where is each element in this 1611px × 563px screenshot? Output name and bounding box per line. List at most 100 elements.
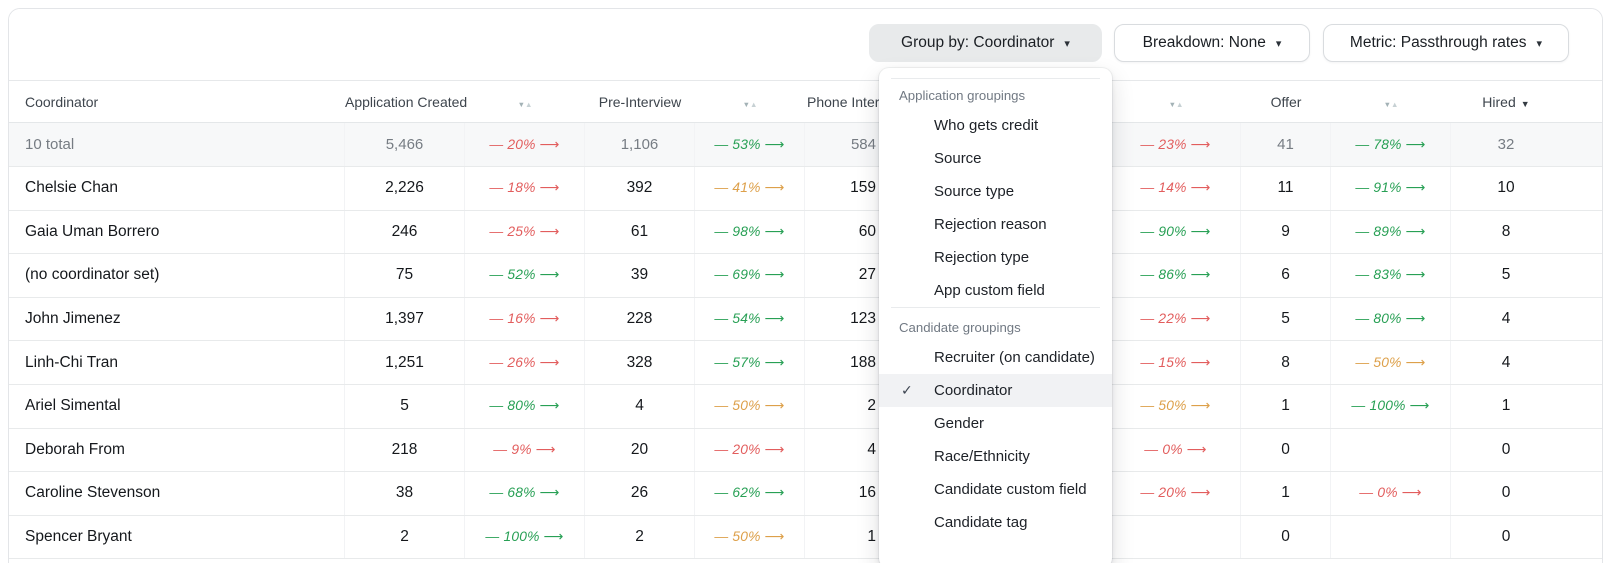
cell-offer: 5 bbox=[1241, 297, 1331, 341]
group-by-dropdown-button[interactable]: Group by: Coordinator ▾ bbox=[869, 24, 1102, 62]
menu-item-source-type[interactable]: Source type bbox=[879, 175, 1112, 208]
sort-toggle-icon[interactable]: ▼▲ bbox=[1331, 95, 1451, 109]
cell-hired: 4 bbox=[1501, 353, 1511, 371]
menu-item-label: Recruiter (on candidate) bbox=[934, 349, 1095, 366]
table-row: John Jimenez 1,397— 16% ⟶ 228— 54% ⟶ 123— 2… bbox=[9, 297, 1602, 342]
cell-name: Linh-Chi Tran bbox=[25, 341, 345, 384]
passthrough-rate: — 18% ⟶ bbox=[489, 180, 560, 196]
sort-down-icon: ▼ bbox=[517, 99, 525, 109]
cell-offer: 1 bbox=[1241, 472, 1331, 515]
cell-offer: 41 bbox=[1241, 123, 1331, 166]
chevron-down-icon: ▾ bbox=[1275, 37, 1282, 50]
menu-item-label: Rejection type bbox=[934, 249, 1030, 266]
cell-pct4: — 83% ⟶ bbox=[1331, 254, 1451, 297]
menu-item-candidate-custom-field[interactable]: Candidate custom field bbox=[879, 473, 1112, 506]
chevron-down-icon: ▾ bbox=[1064, 37, 1070, 50]
cell-app-created: 5 bbox=[345, 384, 465, 428]
menu-item-candidate-tag[interactable]: Candidate tag bbox=[879, 506, 1112, 539]
sort-toggle-icon[interactable]: ▼▲ bbox=[695, 95, 805, 109]
passthrough-rate: — 15% ⟶ bbox=[1140, 354, 1211, 370]
passthrough-rate: — 62% ⟶ bbox=[714, 485, 785, 501]
menu-item-rejection-type[interactable]: Rejection type bbox=[879, 241, 1112, 274]
menu-item-source[interactable]: Source bbox=[879, 142, 1112, 175]
column-header-pre-interview[interactable]: Pre-Interview bbox=[598, 93, 682, 110]
cell-pct1: — 100% ⟶ bbox=[465, 515, 585, 559]
cell-offer: 8 bbox=[1241, 341, 1331, 384]
breakdown-dropdown-button[interactable]: Breakdown: None ▾ bbox=[1114, 24, 1310, 62]
table-row: Caroline Stevenson 38— 68% ⟶ 26— 62% ⟶ 16— … bbox=[9, 472, 1602, 516]
cell-name: John Jimenez bbox=[25, 297, 345, 341]
menu-item-gender[interactable]: Gender bbox=[879, 407, 1112, 440]
cell-pre-interview: 26 bbox=[585, 472, 695, 515]
passthrough-rate: — 16% ⟶ bbox=[489, 311, 560, 327]
passthrough-rate: — 78% ⟶ bbox=[1355, 136, 1426, 152]
cell-pct2: — 20% ⟶ bbox=[695, 428, 805, 472]
cell-hired: 32 bbox=[1497, 136, 1515, 153]
cell-pct2: — 98% ⟶ bbox=[695, 210, 805, 254]
cell-hired: 10 bbox=[1497, 179, 1515, 197]
cell-offer: 0 bbox=[1241, 428, 1331, 472]
table-total-row: 10 total 5,466— 20% ⟶ 1,106— 53% ⟶ 584— 23%… bbox=[9, 123, 1602, 167]
cell-pct4: — 91% ⟶ bbox=[1331, 167, 1451, 210]
menu-item-label: Gender bbox=[934, 415, 985, 432]
cell-pct1: — 52% ⟶ bbox=[465, 254, 585, 297]
passthrough-rate: — 80% ⟶ bbox=[489, 398, 560, 414]
cell-pre-interview: 328 bbox=[585, 341, 695, 384]
menu-item-app-custom-field[interactable]: App custom field bbox=[879, 274, 1112, 307]
cell-pct4: — 0% ⟶ bbox=[1331, 472, 1451, 515]
menu-item-coordinator[interactable]: ✓ Coordinator bbox=[879, 374, 1112, 407]
cell-pre-interview: 61 bbox=[585, 210, 695, 254]
cell-pct3: — 20% ⟶ bbox=[1111, 472, 1241, 515]
cell-offer: 6 bbox=[1241, 254, 1331, 297]
cell-pct1: — 80% ⟶ bbox=[465, 384, 585, 428]
cell-pct1: — 18% ⟶ bbox=[465, 167, 585, 210]
toolbar: Group by: Coordinator ▾ Breakdown: None … bbox=[9, 9, 1602, 81]
passthrough-rate: — 50% ⟶ bbox=[714, 529, 785, 545]
cell-app-created: 38 bbox=[345, 472, 465, 515]
passthrough-rate: — 50% ⟶ bbox=[1140, 398, 1211, 414]
breakdown-label: Breakdown: None bbox=[1142, 34, 1266, 51]
column-header-coordinator[interactable]: Coordinator bbox=[25, 93, 99, 110]
menu-item-label: Who gets credit bbox=[934, 117, 1039, 134]
cell-hired: 1 bbox=[1501, 397, 1511, 415]
menu-item-label: Race/Ethnicity bbox=[934, 448, 1030, 465]
cell-pre-interview: 228 bbox=[585, 297, 695, 341]
cell-app-created: 1,251 bbox=[345, 341, 465, 384]
passthrough-rate: — 83% ⟶ bbox=[1355, 267, 1426, 283]
hired-header-label: Hired bbox=[1482, 93, 1516, 110]
sort-toggle-icon[interactable]: ▼▲ bbox=[1111, 95, 1241, 109]
table-row: Gaia Uman Borrero 246— 25% ⟶ 61— 98% ⟶ 60— … bbox=[9, 210, 1602, 255]
sort-toggle-icon[interactable]: ▼▲ bbox=[465, 95, 585, 109]
passthrough-rate: — 14% ⟶ bbox=[1140, 180, 1211, 196]
metric-dropdown-button[interactable]: Metric: Passthrough rates ▾ bbox=[1323, 24, 1569, 62]
cell-app-created: 1,397 bbox=[345, 297, 465, 341]
cell-pct4: — 50% ⟶ bbox=[1331, 341, 1451, 384]
cell-pct1: — 9% ⟶ bbox=[465, 428, 585, 472]
column-header-hired[interactable]: Hired ▼ bbox=[1451, 94, 1561, 110]
passthrough-rate: — 9% ⟶ bbox=[493, 441, 556, 457]
passthrough-rate: — 50% ⟶ bbox=[714, 398, 785, 414]
menu-item-who-gets-credit[interactable]: Who gets credit bbox=[879, 109, 1112, 142]
menu-item-rejection-reason[interactable]: Rejection reason bbox=[879, 208, 1112, 241]
cell-pre-interview: 39 bbox=[585, 254, 695, 297]
column-header-offer[interactable]: Offer bbox=[1270, 93, 1302, 110]
cell-pct4: — 100% ⟶ bbox=[1331, 384, 1451, 428]
passthrough-rate: — 54% ⟶ bbox=[714, 311, 785, 327]
passthrough-rate: — 26% ⟶ bbox=[489, 354, 560, 370]
table-row: Ariel Simental 5— 80% ⟶ 4— 50% ⟶ 2— 50% ⟶ 1—… bbox=[9, 384, 1602, 429]
cell-app-created: 218 bbox=[345, 428, 465, 472]
menu-item-label: Coordinator bbox=[934, 382, 1013, 399]
sort-up-icon: ▲ bbox=[1391, 99, 1399, 109]
cell-app-created: 2 bbox=[345, 515, 465, 559]
cell-pct1: — 26% ⟶ bbox=[465, 341, 585, 384]
cell-pct1: — 68% ⟶ bbox=[465, 472, 585, 515]
menu-section-label: Candidate groupings bbox=[899, 320, 1021, 335]
column-header-application-created[interactable]: Application Created bbox=[345, 93, 468, 110]
menu-item-label: App custom field bbox=[934, 282, 1045, 299]
cell-hired: 0 bbox=[1501, 528, 1511, 546]
cell-pct2: — 41% ⟶ bbox=[695, 167, 805, 210]
menu-item-race-ethnicity[interactable]: Race/Ethnicity bbox=[879, 440, 1112, 473]
passthrough-rate: — 100% ⟶ bbox=[1351, 398, 1430, 414]
passthrough-rate: — 41% ⟶ bbox=[714, 180, 785, 196]
menu-item-recruiter-on-candidate[interactable]: Recruiter (on candidate) bbox=[879, 341, 1112, 374]
